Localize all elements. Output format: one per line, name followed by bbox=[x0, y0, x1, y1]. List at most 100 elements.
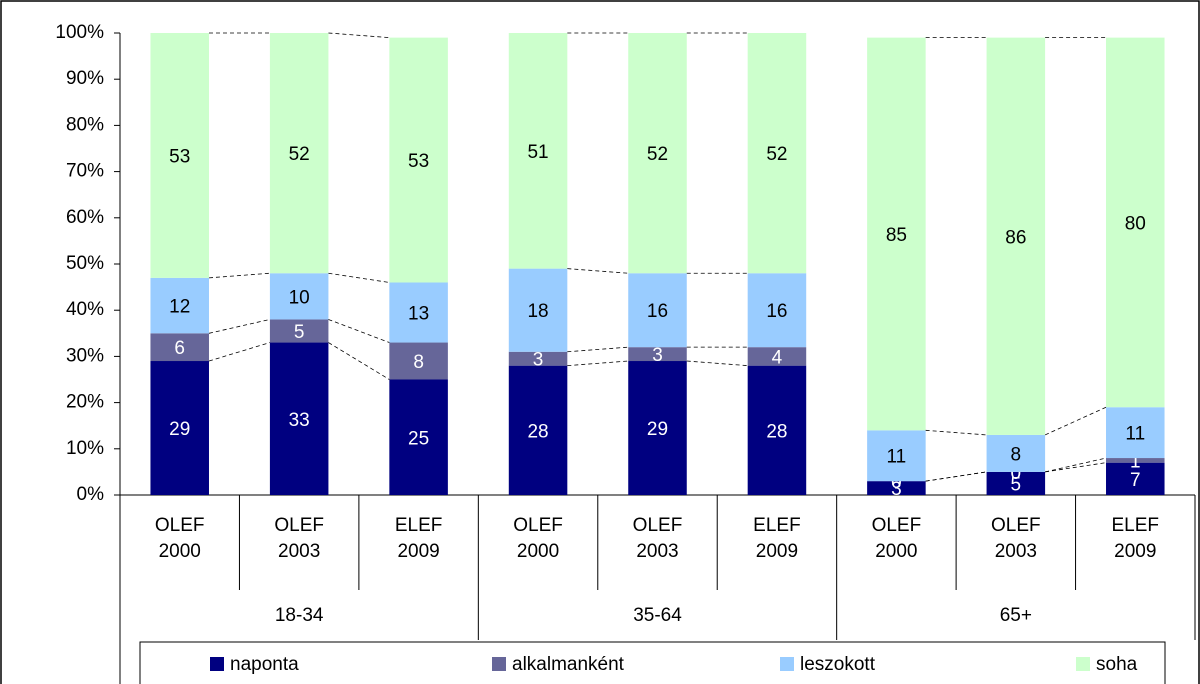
connector bbox=[686, 360, 748, 367]
data-label: 0 bbox=[1011, 463, 1022, 484]
group-label: 65+ bbox=[999, 605, 1032, 626]
y-tick-label: 90% bbox=[66, 68, 104, 89]
bar-segment bbox=[150, 361, 209, 495]
bar-segment bbox=[986, 434, 1046, 472]
connector bbox=[567, 360, 629, 367]
bar-segment bbox=[269, 273, 329, 320]
data-label: 1 bbox=[1130, 451, 1141, 472]
data-label: 16 bbox=[647, 301, 668, 322]
bar-segment bbox=[269, 342, 329, 495]
bar-segment bbox=[628, 273, 687, 348]
data-label: 3 bbox=[533, 350, 544, 371]
data-label: 25 bbox=[408, 428, 429, 449]
y-tick-label: 20% bbox=[66, 392, 104, 413]
bar-segment bbox=[867, 481, 926, 495]
data-label: 86 bbox=[1005, 227, 1026, 248]
x-tick-label: OLEF 2000 bbox=[513, 515, 563, 562]
bar-segment bbox=[389, 379, 448, 495]
bar-segment bbox=[628, 361, 687, 495]
connector bbox=[328, 342, 390, 380]
data-label: 5 bbox=[294, 322, 305, 343]
x-tick-label: OLEF 2003 bbox=[632, 515, 683, 562]
bar-segment bbox=[867, 37, 926, 431]
data-label: 28 bbox=[766, 421, 787, 442]
bar-segment bbox=[867, 430, 926, 482]
data-label: 29 bbox=[169, 419, 190, 440]
x-tick-label: OLEF 2000 bbox=[154, 515, 205, 562]
data-label: 51 bbox=[527, 142, 548, 163]
connector bbox=[328, 319, 390, 343]
bar-segment bbox=[389, 282, 448, 343]
bar-segment bbox=[747, 365, 807, 495]
connector bbox=[925, 429, 987, 436]
data-label: 0 bbox=[891, 472, 902, 493]
bar-segment bbox=[389, 342, 448, 380]
x-tick-label: ELEF 2009 bbox=[1111, 515, 1160, 562]
data-label: 53 bbox=[169, 146, 190, 167]
connector bbox=[328, 272, 390, 283]
x-tick-label: OLEF 2000 bbox=[871, 515, 922, 562]
legend-label: naponta bbox=[230, 654, 299, 675]
bar-segment bbox=[269, 319, 329, 343]
connector bbox=[328, 32, 390, 39]
connector bbox=[567, 346, 629, 353]
connector bbox=[925, 471, 987, 482]
connector bbox=[208, 272, 270, 279]
data-label: 4 bbox=[772, 347, 783, 368]
data-label: 11 bbox=[1125, 424, 1145, 445]
bar-segment bbox=[508, 33, 568, 269]
connector bbox=[1045, 462, 1107, 473]
bar-segment bbox=[389, 37, 448, 283]
data-label: 53 bbox=[408, 151, 429, 172]
x-tick-label: OLEF 2003 bbox=[991, 515, 1041, 562]
data-label: 33 bbox=[289, 410, 310, 431]
x-tick-label: ELEF 2009 bbox=[753, 515, 801, 562]
group-label: 18-34 bbox=[274, 605, 324, 626]
connector bbox=[208, 342, 271, 362]
legend-box bbox=[139, 641, 1166, 684]
connector bbox=[208, 319, 270, 334]
legend-swatch bbox=[1076, 657, 1090, 671]
legend-swatch bbox=[492, 657, 506, 671]
bar-segment bbox=[986, 471, 1046, 495]
bar-segment bbox=[150, 33, 209, 278]
bar-segment bbox=[986, 37, 1046, 435]
data-label: 28 bbox=[527, 421, 548, 442]
y-tick-label: 50% bbox=[66, 253, 104, 274]
legend-label: leszokott bbox=[800, 654, 876, 675]
data-label: 13 bbox=[408, 304, 429, 325]
data-label: 11 bbox=[887, 447, 907, 468]
bar-segment bbox=[508, 365, 568, 495]
bar-segment bbox=[1106, 407, 1165, 459]
bar-segment bbox=[628, 347, 687, 362]
bar-segment bbox=[747, 273, 807, 348]
data-label: 16 bbox=[766, 301, 787, 322]
y-tick-label: 10% bbox=[66, 438, 104, 459]
data-label: 8 bbox=[1011, 444, 1022, 465]
data-label: 10 bbox=[289, 287, 310, 308]
y-tick-label: 80% bbox=[66, 114, 104, 135]
connector bbox=[1044, 406, 1107, 436]
data-label: 12 bbox=[169, 297, 190, 318]
y-tick-label: 100% bbox=[55, 22, 104, 43]
legend-swatch bbox=[210, 657, 224, 671]
data-label: 52 bbox=[766, 144, 787, 165]
legend-swatch bbox=[780, 657, 794, 671]
connector bbox=[567, 268, 629, 274]
y-tick-label: 30% bbox=[66, 345, 104, 366]
bar-segment bbox=[150, 333, 209, 362]
y-tick-label: 0% bbox=[77, 484, 105, 505]
data-label: 8 bbox=[413, 352, 424, 373]
connector bbox=[1045, 457, 1107, 473]
data-label: 3 bbox=[652, 345, 663, 366]
legend-label: soha bbox=[1096, 654, 1138, 675]
legend-label: alkalmanként bbox=[512, 654, 625, 675]
bar-segment bbox=[1106, 458, 1165, 463]
data-label: 3 bbox=[891, 479, 902, 500]
bar-segment bbox=[747, 347, 807, 366]
data-label: 6 bbox=[174, 338, 185, 359]
data-label: 52 bbox=[647, 144, 668, 165]
